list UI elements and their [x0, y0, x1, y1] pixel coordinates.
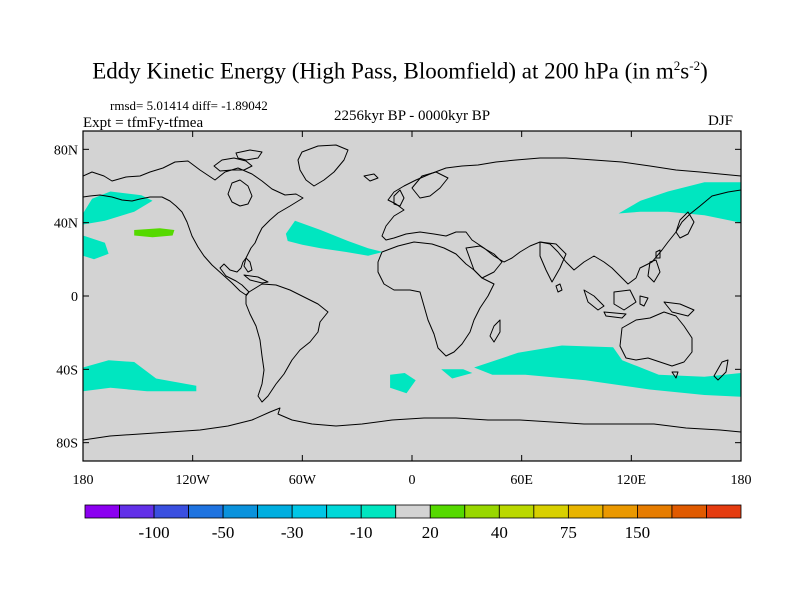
coastline-australia: [619, 311, 693, 367]
colorbar-box: [637, 504, 673, 519]
map-background: [83, 131, 741, 461]
title-mid: s: [680, 58, 690, 84]
experiment-label: Expt = tfmFy-tfmea: [83, 115, 204, 131]
colorbar-box: [222, 504, 259, 519]
colorbar-box: [153, 504, 189, 519]
coastline-new-zealand: [713, 359, 729, 381]
coastline-iceland: [363, 173, 379, 182]
colorbar-box: [84, 504, 120, 519]
colorbar-box: [119, 504, 155, 519]
colorbar-box: [498, 504, 535, 519]
colorbar-label: -30: [281, 523, 304, 542]
y-tick-label: 40S: [56, 363, 78, 378]
colorbar-box: [429, 504, 466, 519]
title-text: Eddy Kinetic Energy (High Pass, Bloomfie…: [92, 58, 674, 84]
coastline-hudson-bay: [227, 179, 253, 207]
y-tick-label: 80N: [54, 143, 78, 158]
coastline-antarctica: [83, 407, 741, 441]
colorbar: -100 -50 -30 -10 20 40 75 150: [84, 504, 742, 542]
y-tick-label: 80S: [56, 437, 78, 452]
colorbar-box: [257, 504, 293, 519]
anomaly-region-subtropical-pacific-east: [134, 228, 175, 238]
x-tick-label: 120W: [176, 473, 211, 488]
anomaly-region-south-indian-small: [441, 369, 473, 379]
coastline-japan: [675, 211, 695, 239]
coastline-africa: [377, 241, 495, 357]
anomaly-region-north-pacific-east-asia: [618, 182, 741, 223]
colorbar-label: 75: [560, 523, 577, 542]
anomaly-region-south-pacific: [83, 360, 197, 392]
colorbar-box: [533, 504, 569, 519]
coastline-sumatra: [583, 289, 605, 311]
coastline-arctic-islands-2: [235, 149, 263, 161]
coastline-greenland: [297, 144, 349, 187]
colorbar-box: [188, 504, 224, 519]
colorbar-label: 40: [491, 523, 508, 542]
map-axes: 80N 40N 0 40S 80S 180 120W 60W 0 60E 120E 180: [54, 131, 752, 488]
colorbar-box: [706, 504, 742, 519]
x-tick-label: 60W: [289, 473, 317, 488]
coastlines: [83, 144, 741, 441]
coastline-java: [603, 311, 627, 319]
season-label: DJF: [708, 113, 734, 129]
coastline-taiwan: [655, 249, 661, 259]
colorbar-label: 20: [422, 523, 439, 542]
coastline-tasmania: [671, 371, 679, 379]
colorbar-label: 150: [625, 523, 651, 542]
coastline-india: [539, 241, 567, 283]
colorbar-box: [326, 504, 362, 519]
coastline-scandinavia: [411, 171, 449, 199]
coastline-florida: [243, 257, 253, 273]
x-tick-label: 0: [409, 473, 416, 488]
colorbar-label: -50: [212, 523, 235, 542]
title-close: ): [700, 58, 708, 84]
colorbar-box: [395, 504, 431, 519]
coastline-arabia: [465, 245, 503, 279]
coastline-sulawesi: [639, 295, 649, 307]
coastline-cuba: [243, 274, 269, 284]
coastline-madagascar: [489, 319, 501, 343]
period-label: 2256kyr BP - 0000kyr BP: [333, 108, 491, 124]
anomaly-region-south-atlantic-small: [390, 373, 416, 394]
x-tick-label: 180: [73, 473, 94, 488]
x-tick-label: 120E: [617, 473, 647, 488]
coastline-arctic-islands: [213, 157, 253, 172]
y-tick-label: 40N: [54, 217, 78, 232]
coastline-philippines: [647, 259, 661, 283]
coastline-north-america: [83, 160, 304, 296]
rmsd-diff-label: rmsd= 5.01414 diff= -1.89042: [110, 98, 268, 113]
anomaly-region-subtropical-pacific-west: [83, 235, 109, 260]
anomaly-region-north-atlantic: [285, 220, 383, 256]
coastline-borneo: [613, 289, 637, 311]
title-sup-1: 2: [673, 58, 681, 73]
title-sup-2: -2: [689, 58, 701, 73]
colorbar-box: [567, 504, 604, 519]
anomaly-region-southern-indian-ocean: [474, 345, 741, 397]
colorbar-box: [602, 504, 638, 519]
colorbar-label: -100: [138, 523, 169, 542]
x-tick-label: 180: [731, 473, 752, 488]
coastline-new-guinea: [663, 301, 695, 317]
coastline-british-isles: [393, 189, 405, 207]
colorbar-box: [464, 504, 500, 519]
colorbar-box: [360, 504, 397, 519]
coastline-sri-lanka: [555, 283, 563, 293]
y-tick-label: 0: [71, 290, 78, 305]
colorbar-box: [291, 504, 328, 519]
colorbar-box: [671, 504, 707, 519]
colorbar-label: -10: [350, 523, 373, 542]
x-tick-label: 60E: [510, 473, 533, 488]
coastline-south-america: [245, 283, 329, 403]
plot-title: Eddy Kinetic Energy (High Pass, Bloomfie…: [0, 58, 800, 85]
